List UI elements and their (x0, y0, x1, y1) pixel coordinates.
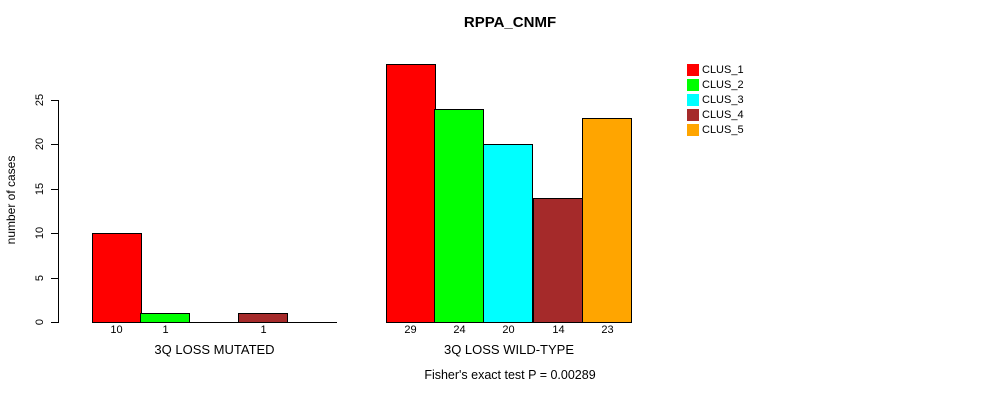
chart-title: RPPA_CNMF (463, 14, 557, 31)
legend-label: CLUS_1 (702, 64, 744, 76)
bar-clus_4 (238, 313, 288, 323)
y-axis-tick (51, 100, 58, 101)
y-axis-title: number of cases (4, 155, 18, 245)
group-label: 3Q LOSS WILD-TYPE (443, 342, 575, 357)
y-axis-tick (51, 189, 58, 190)
bar-clus_1 (386, 64, 436, 323)
legend-color-swatch (687, 79, 699, 91)
y-axis-tick-label: 0 (34, 318, 46, 326)
bar-clus_5 (582, 118, 632, 323)
bar-value-label: 23 (601, 324, 614, 336)
bar-value-label (190, 324, 239, 337)
y-axis-tick-label: 10 (34, 226, 46, 240)
x-axis-baseline (92, 322, 337, 323)
y-axis-tick (51, 278, 58, 279)
bar-clus_2 (434, 109, 484, 323)
legend-label: CLUS_5 (702, 124, 744, 136)
bar-value-label: 1 (260, 324, 267, 336)
y-axis-tick (51, 144, 58, 145)
bar-value-label: 20 (502, 324, 515, 336)
bar-clus_1 (92, 233, 142, 323)
legend-label: CLUS_2 (702, 79, 744, 91)
y-axis-tick-label: 5 (34, 274, 46, 282)
legend-color-swatch (687, 109, 699, 121)
bar-clus_2 (140, 313, 190, 323)
y-axis-tick-label: 25 (34, 93, 46, 107)
bar-value-label: 29 (404, 324, 417, 336)
legend-label: CLUS_4 (702, 109, 744, 121)
bar-value-label: 1 (162, 324, 169, 336)
bar-clus_4 (533, 198, 583, 323)
bar-value-label: 24 (453, 324, 466, 336)
group-label: 3Q LOSS MUTATED (154, 342, 275, 357)
legend-color-swatch (687, 64, 699, 76)
bar-value-label (288, 324, 337, 337)
bar-value-label: 10 (110, 324, 123, 336)
bar-value-label: 14 (552, 324, 565, 336)
stat-test-annotation: Fisher's exact test P = 0.00289 (424, 368, 596, 382)
y-axis-tick-label: 15 (34, 182, 46, 196)
y-axis-line (58, 100, 59, 323)
y-axis-tick-label: 20 (34, 137, 46, 151)
legend-color-swatch (687, 94, 699, 106)
legend-label: CLUS_3 (702, 94, 744, 106)
legend-color-swatch (687, 124, 699, 136)
y-axis-tick (51, 322, 58, 323)
y-axis-tick (51, 233, 58, 234)
bar-clus_3 (483, 144, 533, 323)
